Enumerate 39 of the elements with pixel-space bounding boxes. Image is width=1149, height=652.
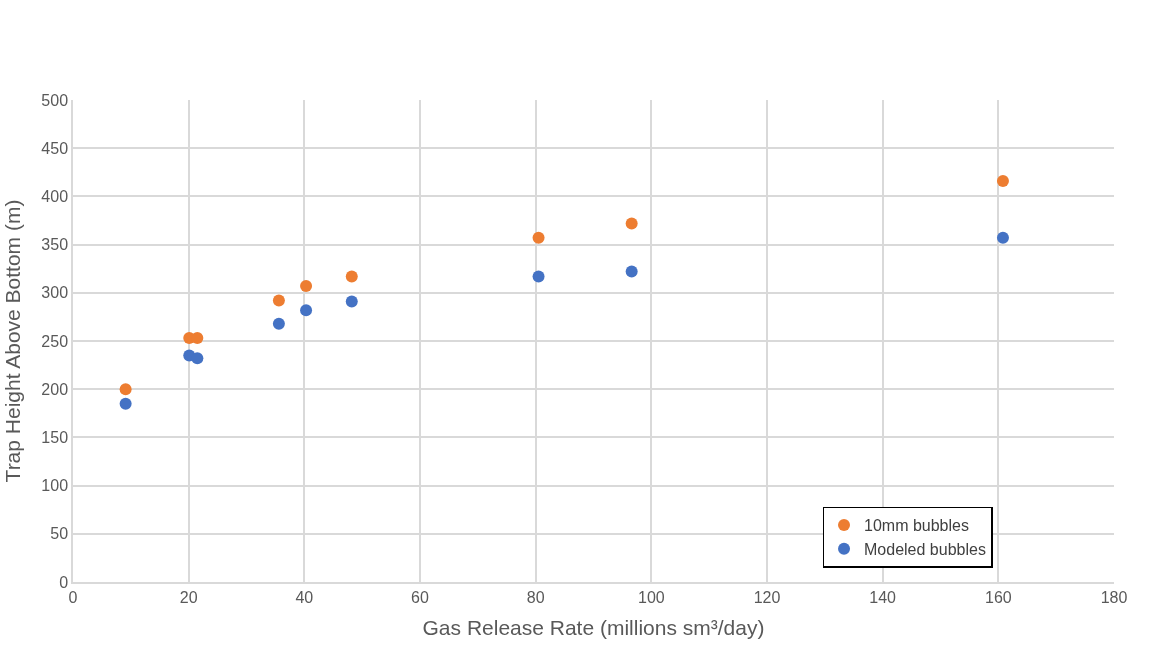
legend-label: 10mm bubbles [864,517,969,535]
y-tick-label: 0 [59,573,69,591]
y-tick-label: 250 [41,332,69,350]
point [119,383,132,396]
x-tick-label: 120 [753,588,781,606]
point [532,270,545,283]
x-tick-label: 160 [984,588,1012,606]
y-axis-title: Trap Height Above Bottom (m) [1,199,24,483]
point [625,217,638,230]
point [996,174,1009,187]
x-axis-title: Gas Release Rate (millions sm³/day) [422,615,765,639]
y-tick-label: 200 [41,380,69,398]
x-tick-label: 20 [179,588,198,606]
legend-label: Modeled bubbles [864,540,986,558]
point [625,265,638,278]
point [345,295,358,308]
y-tick-label: 100 [41,477,69,495]
x-tick-label: 40 [295,588,314,606]
x-tick-label: 140 [869,588,897,606]
y-tick-label: 450 [41,139,69,157]
y-tick-label: 50 [50,525,69,543]
point [996,231,1009,244]
x-tick-label: 180 [1100,588,1128,606]
point [300,280,313,293]
point [300,304,313,317]
x-tick-label: 60 [411,588,429,606]
x-tick-label: 100 [637,588,665,606]
y-tick-label: 400 [41,188,69,205]
y-tick-label: 150 [41,429,69,446]
point [119,397,132,410]
point [272,317,285,330]
point [191,352,204,365]
y-tick-label: 500 [41,91,69,109]
y-tick-label: 300 [41,284,69,302]
x-tick-label: 80 [526,588,545,606]
point [345,270,358,283]
point [532,231,545,244]
y-tick-label: 350 [41,236,69,254]
point [272,294,285,307]
